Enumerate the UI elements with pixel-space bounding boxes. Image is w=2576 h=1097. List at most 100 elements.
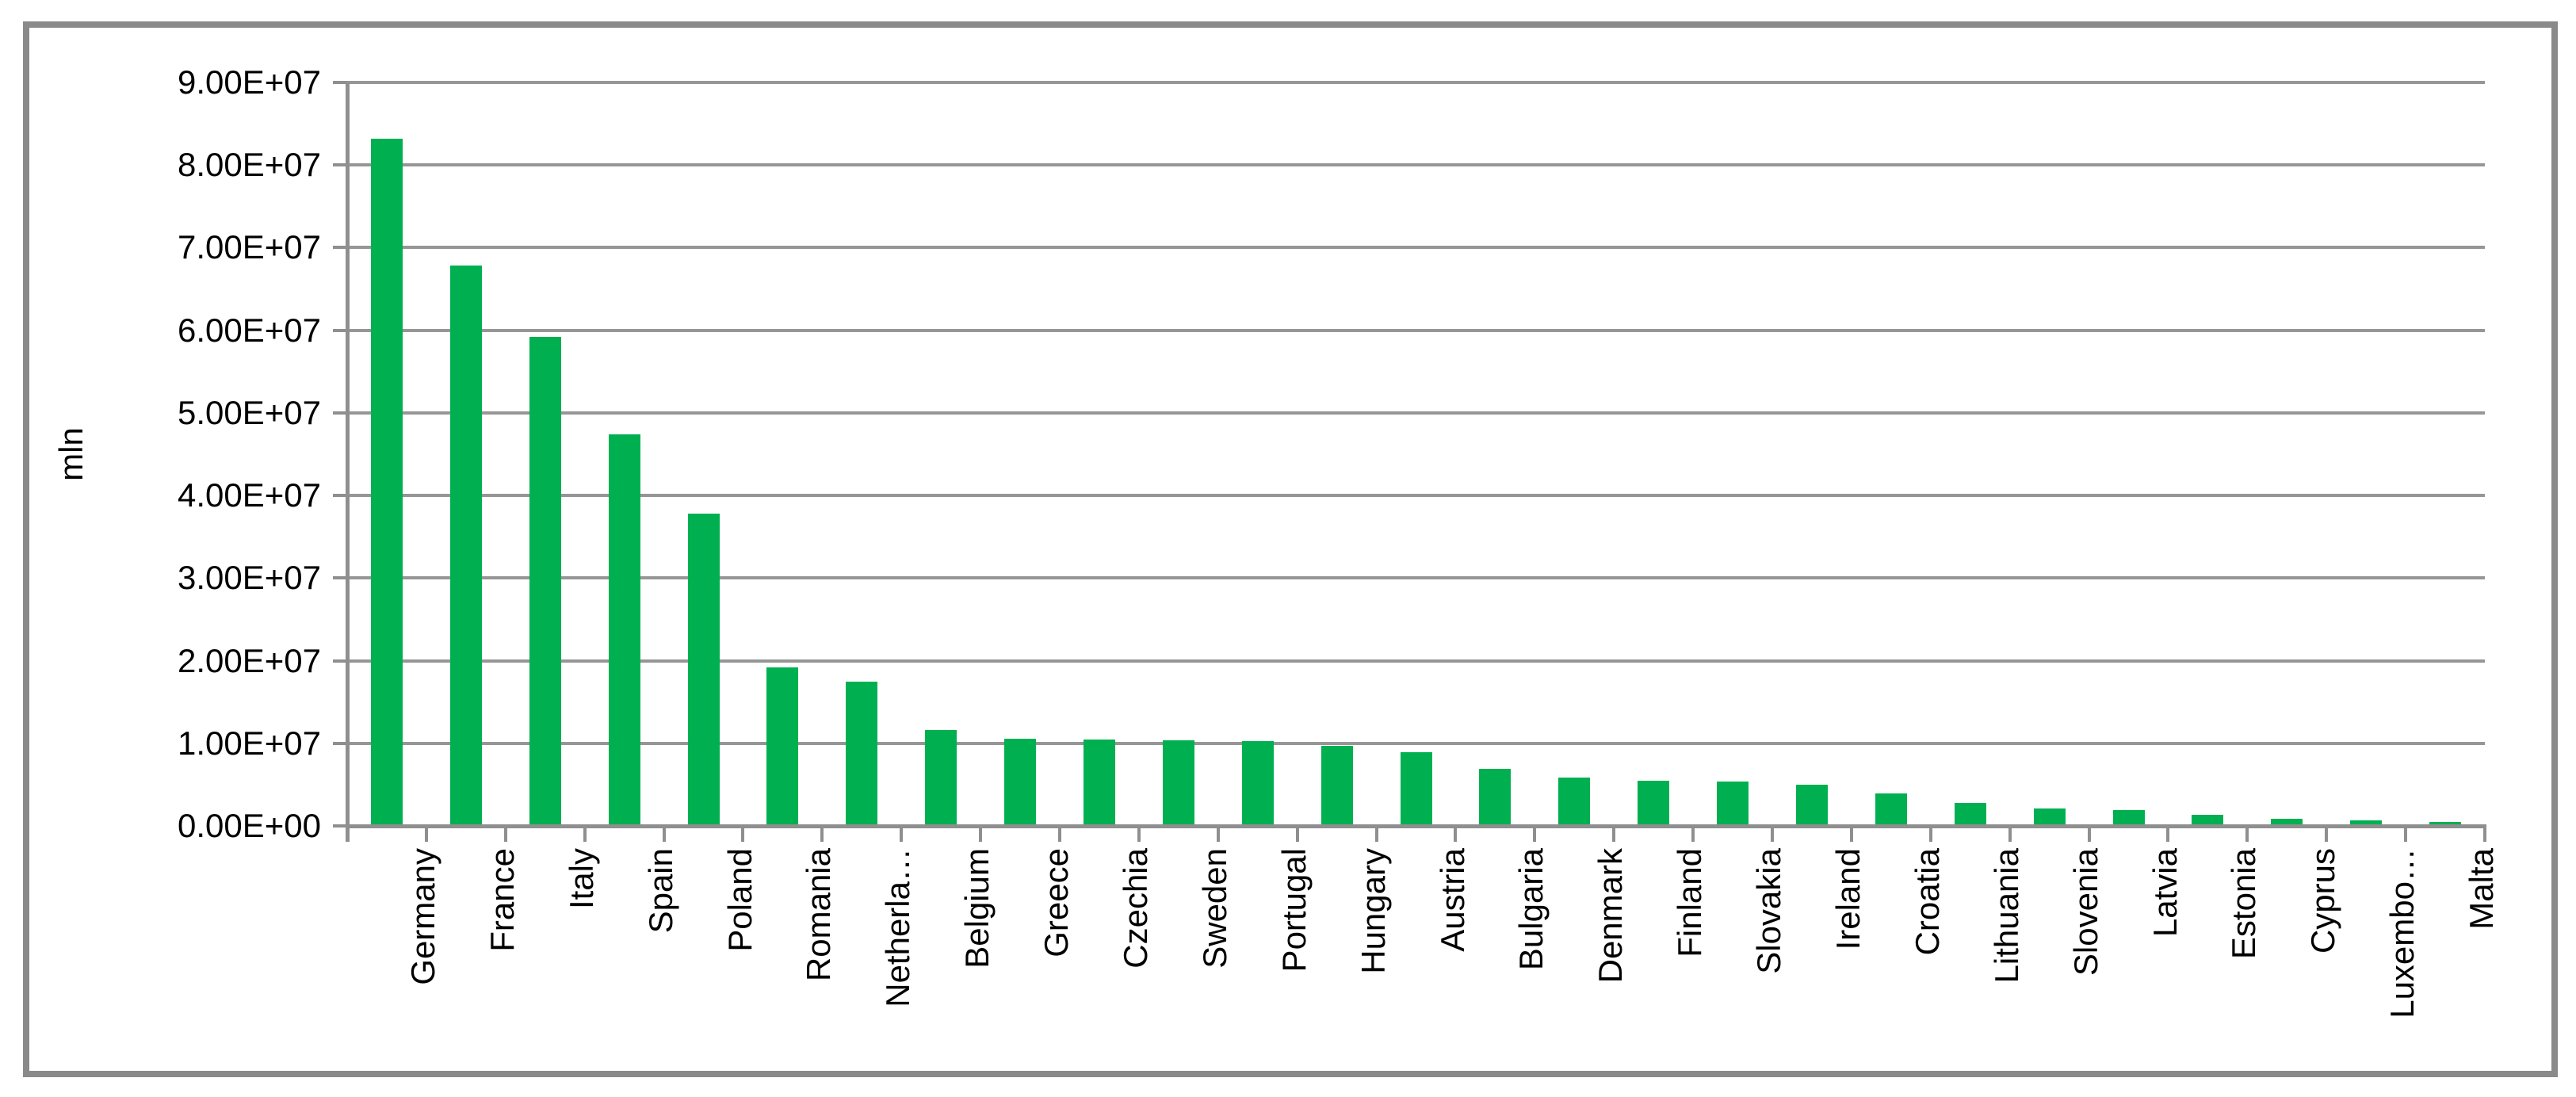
x-tick — [1058, 826, 1061, 842]
y-tick-label: 8.00E+07 — [177, 146, 321, 184]
chart-frame — [23, 21, 2558, 1077]
x-tick — [1928, 826, 1932, 842]
y-tick-label: 9.00E+07 — [177, 63, 321, 101]
x-tick — [2483, 826, 2486, 842]
x-tick — [1454, 826, 1458, 842]
bar-netherla — [846, 681, 878, 826]
y-tick — [333, 411, 347, 415]
x-category-label-italy: Italy — [562, 848, 600, 910]
gridline — [347, 163, 2485, 167]
x-category-label-czechia: Czechia — [1116, 848, 1154, 969]
y-tick — [333, 576, 347, 580]
x-category-label-romania: Romania — [800, 848, 838, 982]
bar-poland — [687, 514, 720, 826]
bar-germany — [370, 138, 403, 826]
x-tick — [503, 826, 507, 842]
bar-ireland — [1795, 784, 1828, 826]
bar-romania — [766, 667, 799, 826]
y-tick-label: 1.00E+07 — [177, 724, 321, 762]
y-tick-label: 3.00E+07 — [177, 559, 321, 597]
y-tick — [333, 741, 347, 745]
x-category-label-latvia: Latvia — [2146, 848, 2184, 938]
x-category-label-poland: Poland — [720, 848, 759, 952]
x-tick — [662, 826, 666, 842]
x-category-label-ireland: Ireland — [1829, 848, 1867, 950]
x-tick — [346, 826, 349, 842]
x-tick — [1771, 826, 1774, 842]
bar-czechia — [1083, 739, 1115, 826]
x-category-label-slovenia: Slovenia — [2066, 848, 2104, 977]
x-tick — [979, 826, 983, 842]
bar-bulgaria — [1479, 769, 1512, 826]
x-tick — [900, 826, 904, 842]
x-tick — [1216, 826, 1220, 842]
x-category-label-luxembo: Luxembo… — [2383, 848, 2421, 1019]
gridline — [347, 494, 2485, 498]
y-tick — [333, 163, 347, 167]
y-tick-label: 5.00E+07 — [177, 393, 321, 431]
y-axis-line — [346, 82, 350, 842]
y-tick — [333, 824, 347, 828]
bar-spain — [608, 434, 640, 826]
x-axis-line — [346, 824, 2486, 828]
y-axis-title: mln — [52, 427, 90, 481]
x-tick — [820, 826, 824, 842]
y-tick-label: 0.00E+00 — [177, 807, 321, 844]
x-tick — [1137, 826, 1141, 842]
bar-france — [449, 266, 482, 826]
x-category-label-portugal: Portugal — [1275, 848, 1313, 973]
x-category-label-bulgaria: Bulgaria — [1512, 848, 1550, 971]
x-tick — [2008, 826, 2012, 842]
x-category-label-france: France — [483, 848, 521, 952]
x-category-label-cyprus: Cyprus — [2304, 848, 2342, 954]
y-tick-label: 6.00E+07 — [177, 311, 321, 349]
x-tick — [2166, 826, 2170, 842]
x-category-label-lithuania: Lithuania — [1987, 848, 2025, 984]
x-tick — [583, 826, 587, 842]
bar-sweden — [1162, 740, 1194, 826]
bar-italy — [529, 337, 561, 826]
y-tick-label: 2.00E+07 — [177, 641, 321, 679]
gridline — [347, 411, 2485, 415]
x-tick — [2245, 826, 2249, 842]
x-category-label-greece: Greece — [1038, 848, 1076, 957]
gridline — [347, 741, 2485, 745]
x-tick — [424, 826, 428, 842]
y-tick — [333, 659, 347, 663]
bar-luxembo — [2350, 820, 2383, 826]
bar-latvia — [2112, 810, 2145, 826]
bar-finland — [1638, 780, 1670, 826]
bar-cyprus — [2271, 818, 2303, 826]
x-tick — [1374, 826, 1378, 842]
x-tick — [1295, 826, 1299, 842]
x-tick — [1691, 826, 1695, 842]
gridline — [347, 328, 2485, 332]
x-category-label-denmark: Denmark — [1592, 848, 1630, 984]
x-tick — [2087, 826, 2091, 842]
x-category-label-netherla: Netherla… — [879, 848, 917, 1007]
x-category-label-malta: Malta — [2463, 848, 2501, 930]
x-category-label-finland: Finland — [1671, 848, 1709, 957]
y-tick-label: 7.00E+07 — [177, 228, 321, 266]
bar-austria — [1400, 752, 1432, 826]
x-tick — [1612, 826, 1616, 842]
x-category-label-austria: Austria — [1433, 848, 1471, 952]
bar-greece — [1004, 738, 1037, 826]
x-tick — [1533, 826, 1537, 842]
y-tick — [333, 81, 347, 84]
x-category-label-hungary: Hungary — [1354, 848, 1392, 974]
bar-denmark — [1558, 777, 1591, 826]
x-category-label-belgium: Belgium — [958, 848, 996, 969]
gridline — [347, 246, 2485, 250]
bar-lithuania — [1954, 802, 1986, 826]
y-tick — [333, 328, 347, 332]
y-tick — [333, 246, 347, 250]
bar-slovakia — [1717, 781, 1749, 826]
y-tick — [333, 494, 347, 498]
bar-estonia — [2192, 815, 2224, 826]
x-tick — [741, 826, 745, 842]
bar-slovenia — [2033, 808, 2066, 826]
bar-belgium — [925, 730, 957, 826]
y-tick-label: 4.00E+07 — [177, 476, 321, 514]
